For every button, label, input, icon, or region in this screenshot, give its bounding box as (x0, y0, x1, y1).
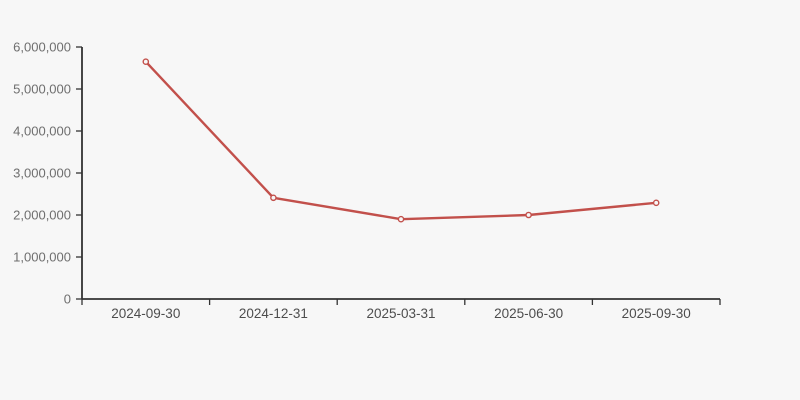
y-axis-tick-label: 2,000,000 (13, 208, 71, 223)
y-axis-tick-label: 0 (64, 292, 71, 307)
data-point-marker (652, 199, 660, 207)
y-axis-tick-label: 5,000,000 (13, 82, 71, 97)
data-point-marker (270, 194, 277, 202)
y-axis-tick-label: 6,000,000 (13, 40, 71, 55)
x-axis-tick-label: 2025-03-31 (366, 306, 435, 321)
x-axis-tick-label: 2025-06-30 (494, 306, 563, 321)
data-point-marker (397, 215, 405, 223)
y-axis-tick-label: 3,000,000 (13, 166, 71, 181)
y-axis-tick-label: 4,000,000 (13, 124, 71, 139)
x-axis-tick-label: 2024-12-31 (239, 306, 308, 321)
y-axis-tick-label: 1,000,000 (13, 250, 71, 265)
x-axis-tick-label: 2025-09-30 (622, 306, 691, 321)
data-point-marker (142, 58, 150, 66)
x-axis-tick-label: 2024-09-30 (111, 306, 180, 321)
series-line (144, 60, 658, 221)
data-point-marker (525, 211, 532, 219)
